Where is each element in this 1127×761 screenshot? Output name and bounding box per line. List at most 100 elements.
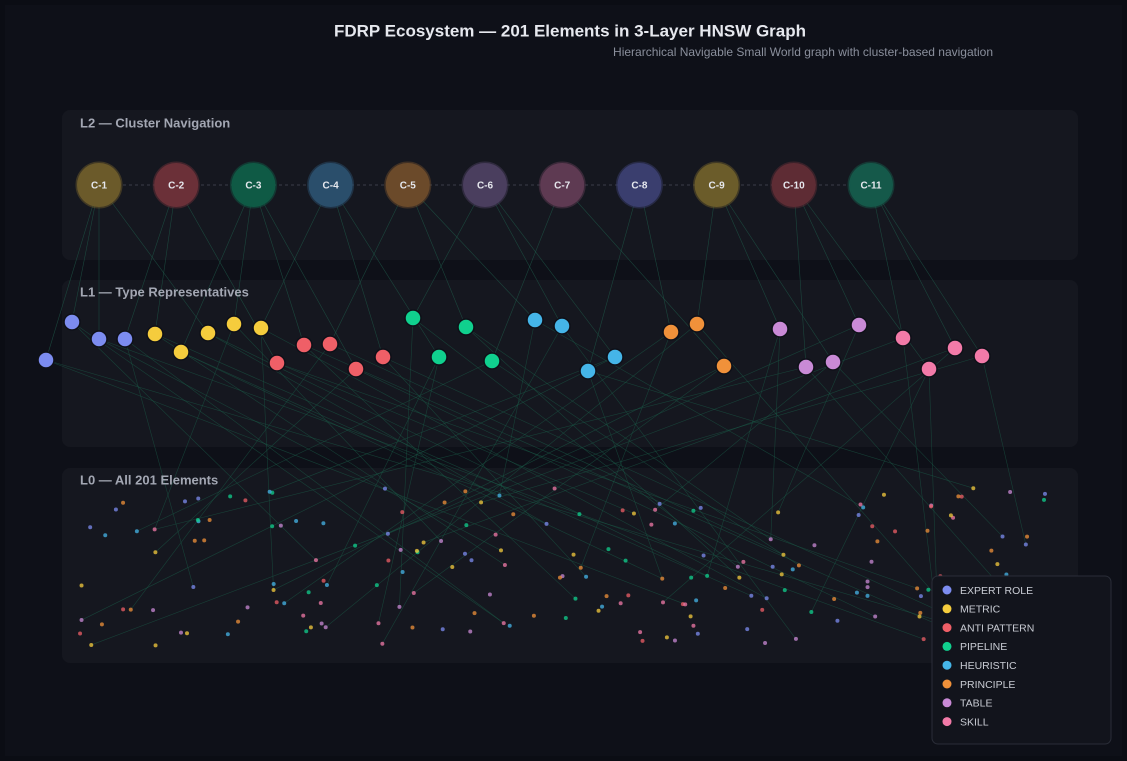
edge bbox=[71, 321, 504, 624]
edge bbox=[253, 184, 357, 370]
element-dot bbox=[191, 585, 196, 590]
element-dot bbox=[321, 521, 326, 526]
element-dot bbox=[657, 501, 662, 506]
element-dot bbox=[439, 538, 444, 543]
element-dot bbox=[99, 622, 104, 627]
type-representative bbox=[688, 315, 706, 333]
element-dot bbox=[873, 614, 878, 619]
cluster-label: C-9 bbox=[709, 181, 726, 192]
element-dot bbox=[134, 529, 139, 534]
element-dot bbox=[578, 565, 583, 570]
element-dot bbox=[79, 583, 84, 588]
element-dot bbox=[796, 563, 801, 568]
element-dot bbox=[618, 601, 623, 606]
type-representative bbox=[225, 315, 243, 333]
element-dot bbox=[463, 489, 468, 494]
cluster-node bbox=[461, 161, 509, 209]
edge bbox=[534, 319, 864, 508]
element-dot bbox=[921, 637, 926, 642]
cluster-label: C-4 bbox=[323, 181, 340, 192]
element-dot bbox=[779, 572, 784, 577]
element-dot bbox=[631, 511, 636, 516]
element-dot bbox=[865, 579, 870, 584]
edge bbox=[124, 338, 504, 624]
type-representative bbox=[321, 335, 339, 353]
legend-swatch bbox=[942, 717, 952, 727]
element-dot bbox=[324, 583, 329, 588]
legend-swatch bbox=[942, 660, 952, 670]
element-dot bbox=[497, 493, 502, 498]
element-dot bbox=[301, 613, 306, 618]
element-dot bbox=[959, 494, 964, 499]
cluster-label: C-10 bbox=[783, 181, 805, 192]
edge bbox=[124, 338, 194, 588]
edge bbox=[260, 184, 331, 329]
element-dot bbox=[400, 570, 405, 575]
element-dot bbox=[153, 550, 158, 555]
edge bbox=[465, 326, 771, 540]
element-dot bbox=[228, 494, 233, 499]
element-dot bbox=[893, 529, 898, 534]
element-dot bbox=[531, 613, 536, 618]
edge bbox=[387, 324, 860, 535]
element-dot bbox=[313, 558, 318, 563]
edge bbox=[805, 366, 1014, 601]
legend-label: ANTI PATTERN bbox=[960, 622, 1034, 634]
edge bbox=[561, 184, 725, 367]
edge bbox=[407, 184, 536, 321]
element-dot bbox=[304, 629, 309, 634]
edge bbox=[580, 331, 672, 568]
element-dot bbox=[809, 609, 814, 614]
element-dot bbox=[469, 558, 474, 563]
element-dot bbox=[869, 559, 874, 564]
edge bbox=[329, 184, 409, 345]
element-dot bbox=[776, 510, 781, 515]
element-dot bbox=[571, 552, 576, 557]
element-dot bbox=[468, 629, 473, 634]
type-representative bbox=[973, 347, 991, 365]
element-dot bbox=[926, 587, 931, 592]
element-dot bbox=[152, 527, 157, 532]
type-representative bbox=[662, 323, 680, 341]
title: FDRP Ecosystem — 201 Elements in 3-Layer… bbox=[334, 21, 806, 40]
edge bbox=[793, 184, 807, 368]
type-representative bbox=[268, 354, 286, 372]
element-dot bbox=[440, 627, 445, 632]
layer-label: L2 — Cluster Navigation bbox=[80, 115, 230, 130]
edge bbox=[180, 184, 254, 353]
element-dot bbox=[695, 631, 700, 636]
edge bbox=[180, 351, 663, 579]
element-dot bbox=[698, 505, 703, 510]
layer-label: L0 — All 201 Elements bbox=[80, 472, 218, 487]
element-dot bbox=[793, 636, 798, 641]
element-dot bbox=[207, 517, 212, 522]
element-dot bbox=[640, 638, 645, 643]
legend-label: HEURISTIC bbox=[960, 660, 1017, 672]
type-representative bbox=[404, 309, 422, 327]
element-dot bbox=[502, 562, 507, 567]
element-dot bbox=[790, 567, 795, 572]
element-dot bbox=[745, 627, 750, 632]
edge bbox=[276, 362, 918, 589]
edge bbox=[587, 184, 640, 372]
element-dot bbox=[400, 510, 405, 515]
element-dot bbox=[282, 601, 287, 606]
edge bbox=[207, 332, 547, 525]
legend-swatch bbox=[942, 641, 952, 651]
element-dot bbox=[196, 496, 201, 501]
element-dot bbox=[577, 512, 582, 517]
edge bbox=[154, 184, 177, 335]
element-dot bbox=[861, 505, 866, 510]
element-dot bbox=[113, 507, 118, 512]
element-dot bbox=[182, 499, 187, 504]
element-dot bbox=[493, 532, 498, 537]
edge bbox=[71, 321, 317, 561]
cluster-node bbox=[307, 161, 355, 209]
element-dot bbox=[271, 582, 276, 587]
type-representative bbox=[553, 317, 571, 335]
element-dot bbox=[245, 605, 250, 610]
edge bbox=[325, 323, 698, 628]
type-representative bbox=[374, 348, 392, 366]
edge bbox=[870, 184, 956, 349]
edge bbox=[484, 184, 563, 327]
